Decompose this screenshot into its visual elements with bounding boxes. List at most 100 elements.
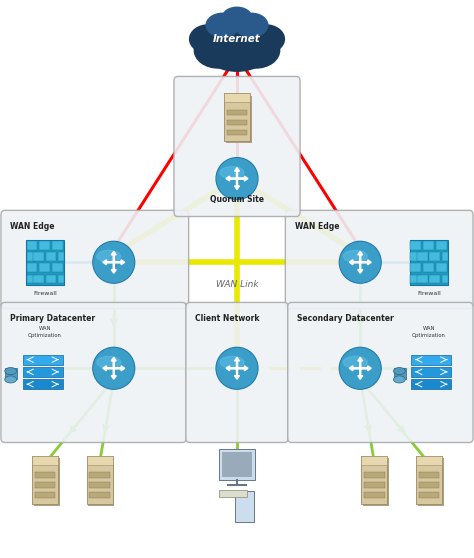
FancyBboxPatch shape xyxy=(86,456,112,503)
FancyBboxPatch shape xyxy=(1,210,189,309)
Ellipse shape xyxy=(97,357,121,368)
FancyBboxPatch shape xyxy=(186,302,288,442)
FancyBboxPatch shape xyxy=(89,472,109,478)
FancyBboxPatch shape xyxy=(419,482,439,488)
FancyBboxPatch shape xyxy=(442,275,448,283)
FancyArrow shape xyxy=(358,357,363,368)
Ellipse shape xyxy=(235,13,268,37)
FancyBboxPatch shape xyxy=(411,379,451,389)
Ellipse shape xyxy=(220,357,244,368)
Ellipse shape xyxy=(343,357,367,368)
FancyBboxPatch shape xyxy=(26,240,64,285)
FancyBboxPatch shape xyxy=(219,490,247,497)
FancyBboxPatch shape xyxy=(417,275,428,283)
FancyArrow shape xyxy=(235,357,239,368)
FancyArrow shape xyxy=(349,366,360,371)
FancyBboxPatch shape xyxy=(288,302,473,442)
FancyBboxPatch shape xyxy=(5,368,17,379)
FancyBboxPatch shape xyxy=(89,493,109,498)
FancyBboxPatch shape xyxy=(285,210,473,309)
FancyBboxPatch shape xyxy=(46,275,56,283)
Ellipse shape xyxy=(190,25,228,53)
FancyBboxPatch shape xyxy=(35,493,55,498)
FancyBboxPatch shape xyxy=(224,93,250,102)
Text: WAN Link: WAN Link xyxy=(216,280,258,289)
Ellipse shape xyxy=(213,16,261,51)
FancyBboxPatch shape xyxy=(429,252,440,261)
Ellipse shape xyxy=(206,13,239,37)
FancyArrow shape xyxy=(358,368,363,379)
FancyBboxPatch shape xyxy=(33,275,44,283)
FancyArrow shape xyxy=(103,260,114,264)
FancyBboxPatch shape xyxy=(52,263,63,272)
FancyBboxPatch shape xyxy=(417,252,428,261)
Ellipse shape xyxy=(232,32,280,68)
FancyBboxPatch shape xyxy=(361,456,388,503)
FancyBboxPatch shape xyxy=(88,459,114,506)
FancyBboxPatch shape xyxy=(423,263,434,272)
FancyBboxPatch shape xyxy=(32,456,58,464)
Text: WAN Edge: WAN Edge xyxy=(10,222,55,230)
Text: Internet: Internet xyxy=(213,34,261,44)
FancyBboxPatch shape xyxy=(365,482,385,488)
Ellipse shape xyxy=(340,242,380,282)
FancyBboxPatch shape xyxy=(22,355,63,365)
FancyBboxPatch shape xyxy=(410,252,421,261)
Ellipse shape xyxy=(393,376,405,383)
FancyArrow shape xyxy=(114,260,125,264)
Ellipse shape xyxy=(94,348,134,388)
FancyBboxPatch shape xyxy=(35,482,55,488)
FancyBboxPatch shape xyxy=(27,263,37,272)
FancyBboxPatch shape xyxy=(39,241,50,250)
Ellipse shape xyxy=(216,158,258,199)
Text: Secondary Datacenter: Secondary Datacenter xyxy=(297,314,394,323)
FancyArrow shape xyxy=(360,366,371,371)
Text: WAN
Optimization: WAN Optimization xyxy=(28,326,62,338)
FancyBboxPatch shape xyxy=(416,456,442,464)
FancyBboxPatch shape xyxy=(393,368,405,379)
FancyArrow shape xyxy=(358,251,363,262)
FancyBboxPatch shape xyxy=(410,263,421,272)
Ellipse shape xyxy=(97,251,121,262)
FancyBboxPatch shape xyxy=(363,459,390,506)
FancyArrow shape xyxy=(226,366,237,371)
FancyBboxPatch shape xyxy=(227,129,247,135)
Ellipse shape xyxy=(339,348,381,389)
FancyBboxPatch shape xyxy=(361,456,388,464)
FancyBboxPatch shape xyxy=(22,379,63,389)
Ellipse shape xyxy=(194,32,242,68)
FancyBboxPatch shape xyxy=(419,472,439,478)
FancyBboxPatch shape xyxy=(226,96,252,143)
FancyBboxPatch shape xyxy=(423,241,434,250)
FancyBboxPatch shape xyxy=(27,241,37,250)
FancyArrow shape xyxy=(114,366,125,371)
Ellipse shape xyxy=(209,40,265,71)
FancyBboxPatch shape xyxy=(410,240,448,285)
FancyBboxPatch shape xyxy=(86,456,112,464)
FancyArrow shape xyxy=(358,262,363,273)
FancyBboxPatch shape xyxy=(365,472,385,478)
FancyBboxPatch shape xyxy=(46,252,56,261)
FancyBboxPatch shape xyxy=(34,459,60,506)
FancyBboxPatch shape xyxy=(411,367,451,377)
Ellipse shape xyxy=(393,368,405,374)
FancyBboxPatch shape xyxy=(365,493,385,498)
Ellipse shape xyxy=(5,368,17,374)
FancyArrow shape xyxy=(360,260,371,264)
FancyBboxPatch shape xyxy=(221,452,252,477)
FancyBboxPatch shape xyxy=(174,76,300,217)
FancyBboxPatch shape xyxy=(35,472,55,478)
FancyBboxPatch shape xyxy=(52,241,63,250)
FancyArrow shape xyxy=(111,368,116,379)
FancyBboxPatch shape xyxy=(1,302,186,442)
FancyArrow shape xyxy=(111,357,116,368)
FancyArrow shape xyxy=(235,368,239,379)
FancyBboxPatch shape xyxy=(419,493,439,498)
FancyBboxPatch shape xyxy=(224,93,250,141)
FancyArrow shape xyxy=(103,366,114,371)
Ellipse shape xyxy=(223,7,251,26)
FancyArrow shape xyxy=(237,366,248,371)
Text: Primary Datacenter: Primary Datacenter xyxy=(10,314,96,323)
Ellipse shape xyxy=(220,167,244,179)
FancyBboxPatch shape xyxy=(235,491,254,522)
